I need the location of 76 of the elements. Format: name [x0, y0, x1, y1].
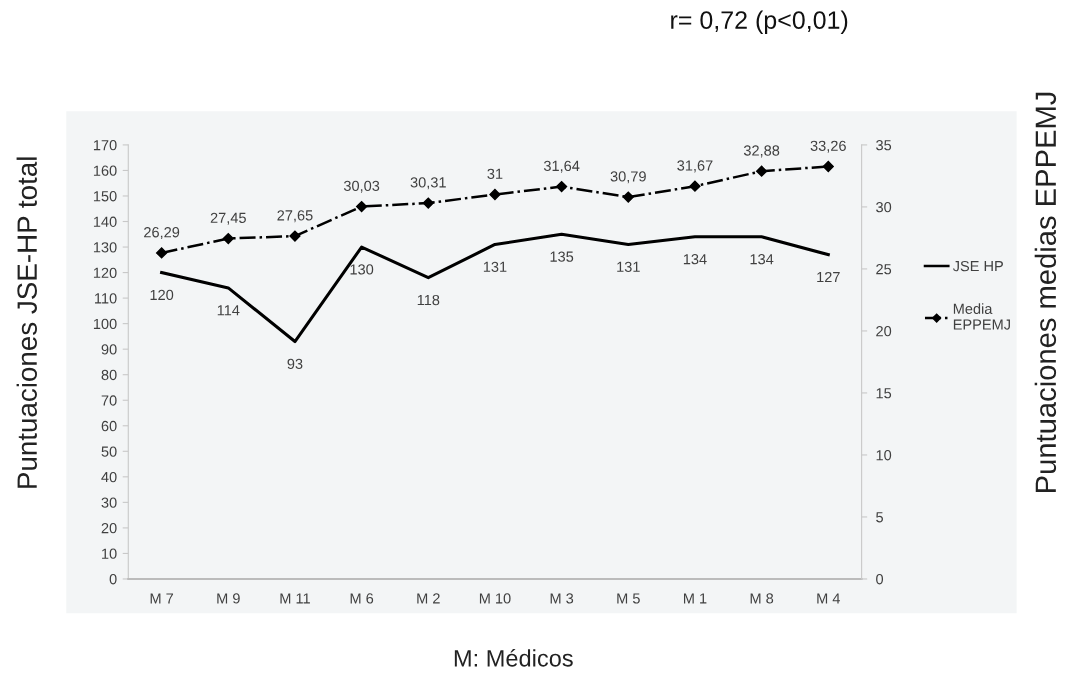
y-tick-label: 100	[93, 318, 117, 330]
x-axis-title: M: Médicos	[454, 649, 573, 667]
y-tick-label: 170	[93, 140, 117, 151]
data-label: 31,64	[543, 160, 580, 173]
data-label: 130	[350, 264, 374, 275]
data-label: 131	[617, 261, 640, 273]
y2-tick-label: 5	[876, 512, 883, 523]
data-label: 31,67	[677, 160, 713, 173]
y2-tick-label: 20	[876, 326, 892, 337]
y-tick-label: 140	[93, 216, 117, 227]
point	[156, 247, 168, 259]
data-label: 131	[483, 261, 507, 273]
y-tick-label: 70	[101, 395, 117, 406]
y-tick-label: 120	[93, 267, 117, 278]
y-tick-label: 20	[101, 523, 117, 534]
x-tick-label: M 2	[417, 593, 440, 604]
point	[622, 191, 634, 203]
x-tick-label: M 3	[550, 593, 574, 604]
x-tick-label: M 5	[617, 593, 640, 604]
text: r= 0,72 (p<0,01)	[671, 10, 848, 34]
y2-tick-label: 35	[876, 140, 892, 151]
y-tick-label: 10	[102, 548, 117, 559]
x-tick-label: M 6	[350, 593, 374, 604]
x-tick-label: M 9	[217, 593, 240, 604]
y-tick-label: 130	[93, 242, 117, 253]
y2-tick-label: 15	[876, 388, 892, 399]
data-label: 30,03	[343, 180, 380, 193]
y-tick-label: 160	[93, 165, 117, 176]
data-label: 33,26	[810, 140, 846, 153]
y-tick-label: 90	[101, 344, 117, 355]
data-label: 30,31	[410, 177, 446, 190]
point	[356, 200, 368, 213]
data-label: 31	[487, 168, 503, 179]
point	[822, 160, 834, 173]
data-label: 26,29	[144, 227, 180, 240]
x-tick-label: M 7	[150, 593, 174, 604]
y-tick-label: 60	[101, 420, 117, 432]
point	[289, 230, 301, 242]
data-label: 120	[150, 289, 174, 301]
x-tick-label: M 1	[683, 593, 707, 604]
point	[689, 180, 701, 192]
x-tick-label: M 10	[479, 593, 511, 604]
data-label: 134	[683, 254, 707, 265]
x-tick-label: M 8	[750, 593, 774, 604]
y-tick-label: 0	[109, 574, 117, 585]
y2-tick-label: 10	[876, 450, 892, 461]
data-label: 27,45	[210, 212, 246, 225]
data-label: 134	[750, 254, 774, 265]
point	[556, 180, 568, 193]
point	[489, 188, 501, 201]
point	[422, 197, 434, 209]
y-axis-title: Puntuaciones JSE-HP total	[16, 157, 37, 488]
y-tick-label: 80	[101, 369, 117, 381]
data-label: 135	[550, 251, 574, 262]
legend-label: JSE HP	[952, 260, 1003, 272]
x-tick-label: M 11	[280, 593, 310, 604]
y-tick-label: 50	[101, 446, 117, 457]
data-label: 32,88	[743, 145, 780, 158]
y-tick-label: 110	[95, 293, 117, 304]
y2-tick-label: 25	[876, 264, 892, 275]
y2-tick-label: 30	[876, 202, 892, 213]
data-label: 93	[287, 358, 303, 370]
data-label: 30,79	[610, 171, 646, 184]
data-label: 114	[217, 305, 240, 316]
y2-axis-title: Puntuaciones medias EPPEMJ	[1034, 92, 1057, 492]
data-label: 118	[417, 294, 440, 306]
point	[222, 232, 234, 245]
data-label: 127	[817, 271, 840, 283]
legend-label: Media EPPEMJ	[953, 303, 1010, 330]
y2-tick-label: 0	[876, 574, 884, 585]
data-label: 27,65	[277, 210, 313, 223]
x-tick-label: M 4	[817, 593, 841, 604]
y-tick-label: 150	[93, 191, 117, 202]
point	[756, 165, 768, 177]
y-tick-label: 30	[101, 497, 117, 508]
y-tick-label: 40	[101, 471, 117, 483]
